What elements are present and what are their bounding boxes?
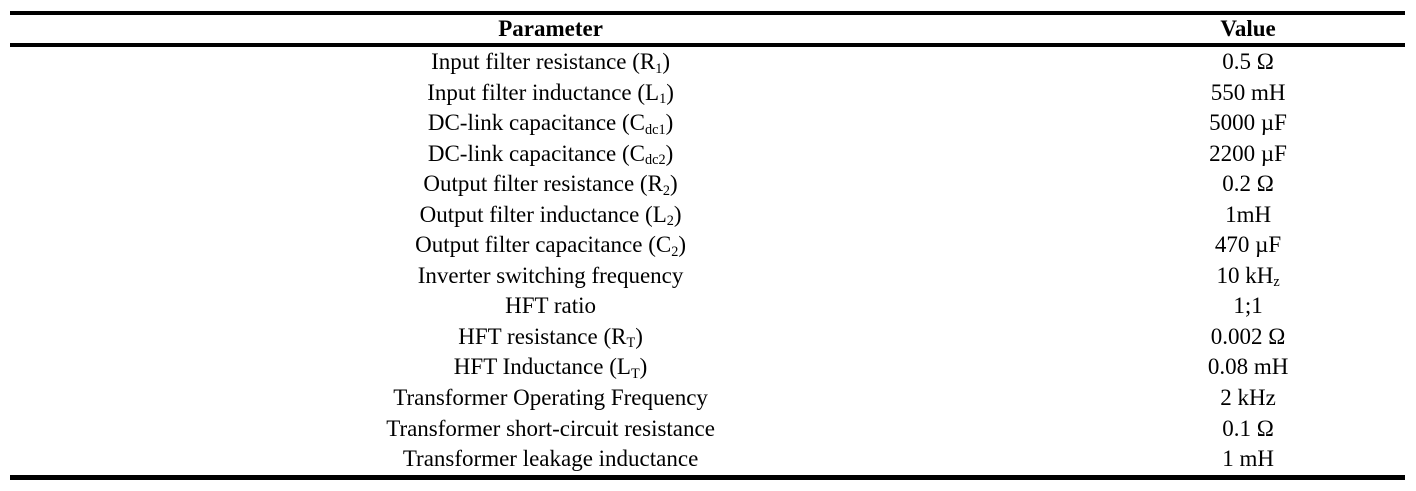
value-cell: 5000 µF bbox=[1209, 110, 1287, 136]
value-cell: 470 µF bbox=[1214, 232, 1282, 258]
table-row: Output filter inductance (L2) 1mH bbox=[10, 200, 1405, 231]
parameter-column-header: Parameter bbox=[498, 16, 603, 41]
value-cell: 0.002 Ω bbox=[1210, 323, 1286, 349]
parameter-cell: Transformer leakage inductance bbox=[402, 446, 699, 472]
value-cell: 1;1 bbox=[1233, 293, 1263, 319]
parameter-cell: Output filter inductance (L2) bbox=[419, 201, 682, 230]
table-row: Transformer Operating Frequency 2 kHz bbox=[10, 383, 1405, 414]
value-cell: 10 kHz bbox=[1216, 262, 1280, 291]
value-cell: 0.5 Ω bbox=[1222, 49, 1274, 74]
value-cell: 0.2 Ω bbox=[1222, 171, 1274, 197]
parameter-cell: Input filter inductance (L1) bbox=[427, 79, 674, 108]
parameter-cell: Transformer short-circuit resistance bbox=[386, 415, 715, 441]
parameter-cell: Transformer Operating Frequency bbox=[393, 385, 708, 411]
parameter-cell: DC-link capacitance (Cdc1) bbox=[427, 110, 674, 138]
table-row: HFT Inductance (LT) 0.08 mH bbox=[10, 352, 1405, 383]
parameter-cell: HFT Inductance (LT) bbox=[453, 354, 648, 383]
value-cell: 1 mH bbox=[1222, 446, 1274, 472]
value-cell: 0.1 Ω bbox=[1222, 415, 1274, 441]
paper-page: Parameter Value Input filter resistance … bbox=[0, 11, 1416, 491]
table-row: DC-link capacitance (Cdc2) 2200 µF bbox=[10, 139, 1405, 170]
value-cell: 2200 µF bbox=[1209, 140, 1287, 166]
value-cell: 2 kHz bbox=[1220, 385, 1276, 411]
table-row: DC-link capacitance (Cdc1) 5000 µF bbox=[10, 108, 1405, 139]
parameters-table: Parameter Value Input filter resistance … bbox=[10, 11, 1405, 480]
parameter-cell: DC-link capacitance (Cdc2) bbox=[427, 140, 674, 169]
table-row: Transformer leakage inductance 1 mH bbox=[10, 444, 1405, 477]
table-header-row: Parameter Value bbox=[10, 13, 1405, 45]
parameter-cell: Input filter resistance (R1) bbox=[431, 49, 671, 77]
parameter-cell: HFT resistance (RT) bbox=[458, 323, 643, 352]
value-cell: 1mH bbox=[1225, 201, 1272, 227]
value-cell: 550 mH bbox=[1210, 79, 1286, 105]
parameter-cell: HFT ratio bbox=[505, 293, 597, 319]
table-row: Inverter switching frequency 10 kHz bbox=[10, 261, 1405, 292]
value-cell: 0.08 mH bbox=[1207, 354, 1289, 380]
table-row: Output filter capacitance (C2) 470 µF bbox=[10, 230, 1405, 261]
table-row: Input filter inductance (L1) 550 mH bbox=[10, 78, 1405, 109]
parameter-cell: Output filter capacitance (C2) bbox=[415, 232, 686, 260]
parameter-cell: Inverter switching frequency bbox=[417, 262, 684, 288]
value-column-header: Value bbox=[1220, 16, 1276, 41]
table-row: HFT resistance (RT) 0.002 Ω bbox=[10, 322, 1405, 353]
table-row: HFT ratio 1;1 bbox=[10, 291, 1405, 322]
table-row: Transformer short-circuit resistance 0.1… bbox=[10, 414, 1405, 445]
parameter-cell: Output filter resistance (R2) bbox=[423, 171, 678, 199]
table-row: Output filter resistance (R2) 0.2 Ω bbox=[10, 169, 1405, 200]
table-row: Input filter resistance (R1) 0.5 Ω bbox=[10, 45, 1405, 78]
